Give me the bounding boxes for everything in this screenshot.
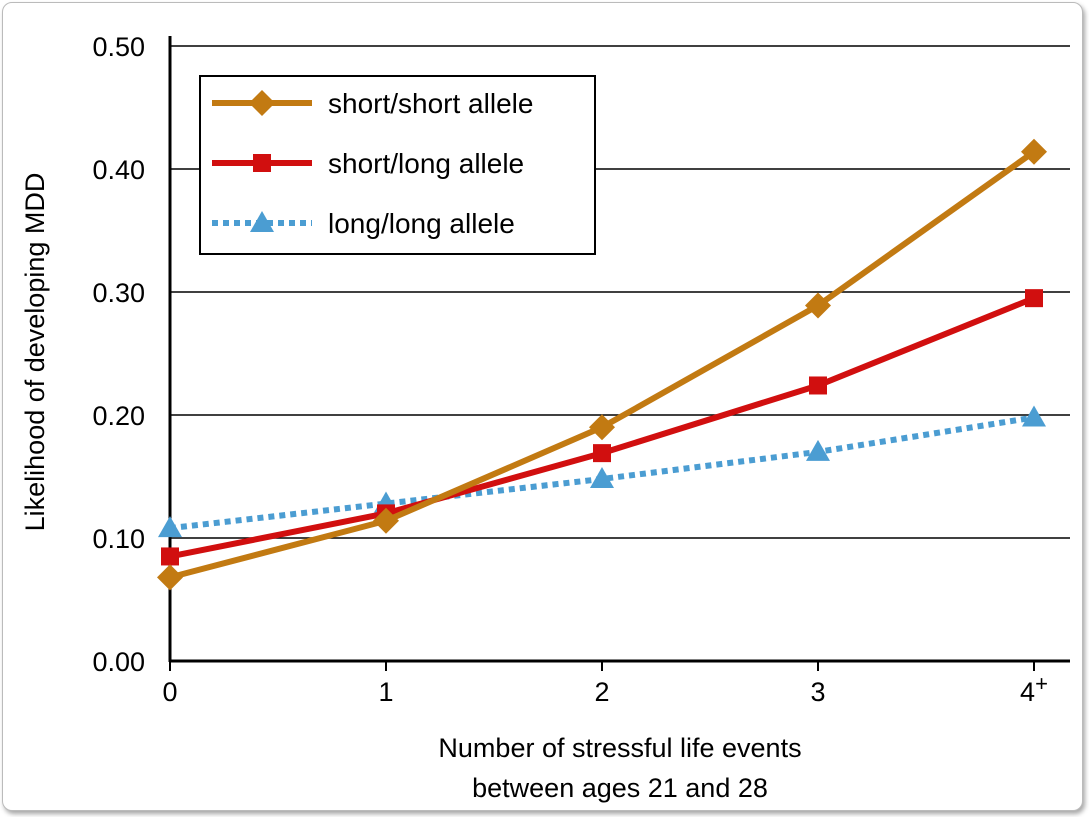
legend-marker-diamond [249, 90, 275, 116]
x-tick-label: 4+ [1020, 671, 1048, 707]
data-point-square [161, 547, 179, 566]
legend-label: short/short allele [328, 88, 533, 119]
data-point-diamond [805, 292, 831, 319]
y-tick-label: 0.20 [92, 401, 145, 431]
y-tick-label: 0.30 [92, 278, 145, 308]
data-point-diamond [373, 507, 399, 534]
x-tick-label: 1 [378, 677, 393, 707]
x-axis-label-line1: Number of stressful life events [438, 733, 801, 763]
x-tick-label: 2 [594, 677, 609, 707]
data-point-diamond [157, 564, 183, 591]
legend-marker-square [253, 154, 271, 172]
legend-label: long/long allele [328, 208, 515, 239]
y-tick-label: 0.10 [92, 524, 145, 554]
data-point-triangle [590, 466, 614, 488]
y-axis-label: Likelihood of developing MDD [20, 173, 50, 532]
legend-marker-triangle [250, 211, 274, 232]
y-tick-label: 0.50 [92, 32, 145, 62]
y-tick-label: 0.00 [92, 647, 145, 677]
data-point-triangle [158, 516, 182, 538]
data-point-square [593, 444, 611, 463]
x-tick-label: 0 [162, 677, 177, 707]
legend: short/short allele short/long allele long/… [199, 75, 596, 255]
data-point-diamond [1021, 138, 1047, 165]
data-point-square [1025, 289, 1043, 308]
y-tick-label: 0.40 [92, 155, 145, 185]
data-point-square [809, 376, 827, 395]
data-point-diamond [589, 414, 615, 441]
legend-label: short/long allele [328, 148, 524, 179]
x-axis-label-line2: between ages 21 and 28 [472, 773, 768, 803]
data-point-triangle [1022, 405, 1046, 427]
data-point-triangle [806, 439, 830, 461]
x-tick-label: 3 [810, 677, 825, 707]
